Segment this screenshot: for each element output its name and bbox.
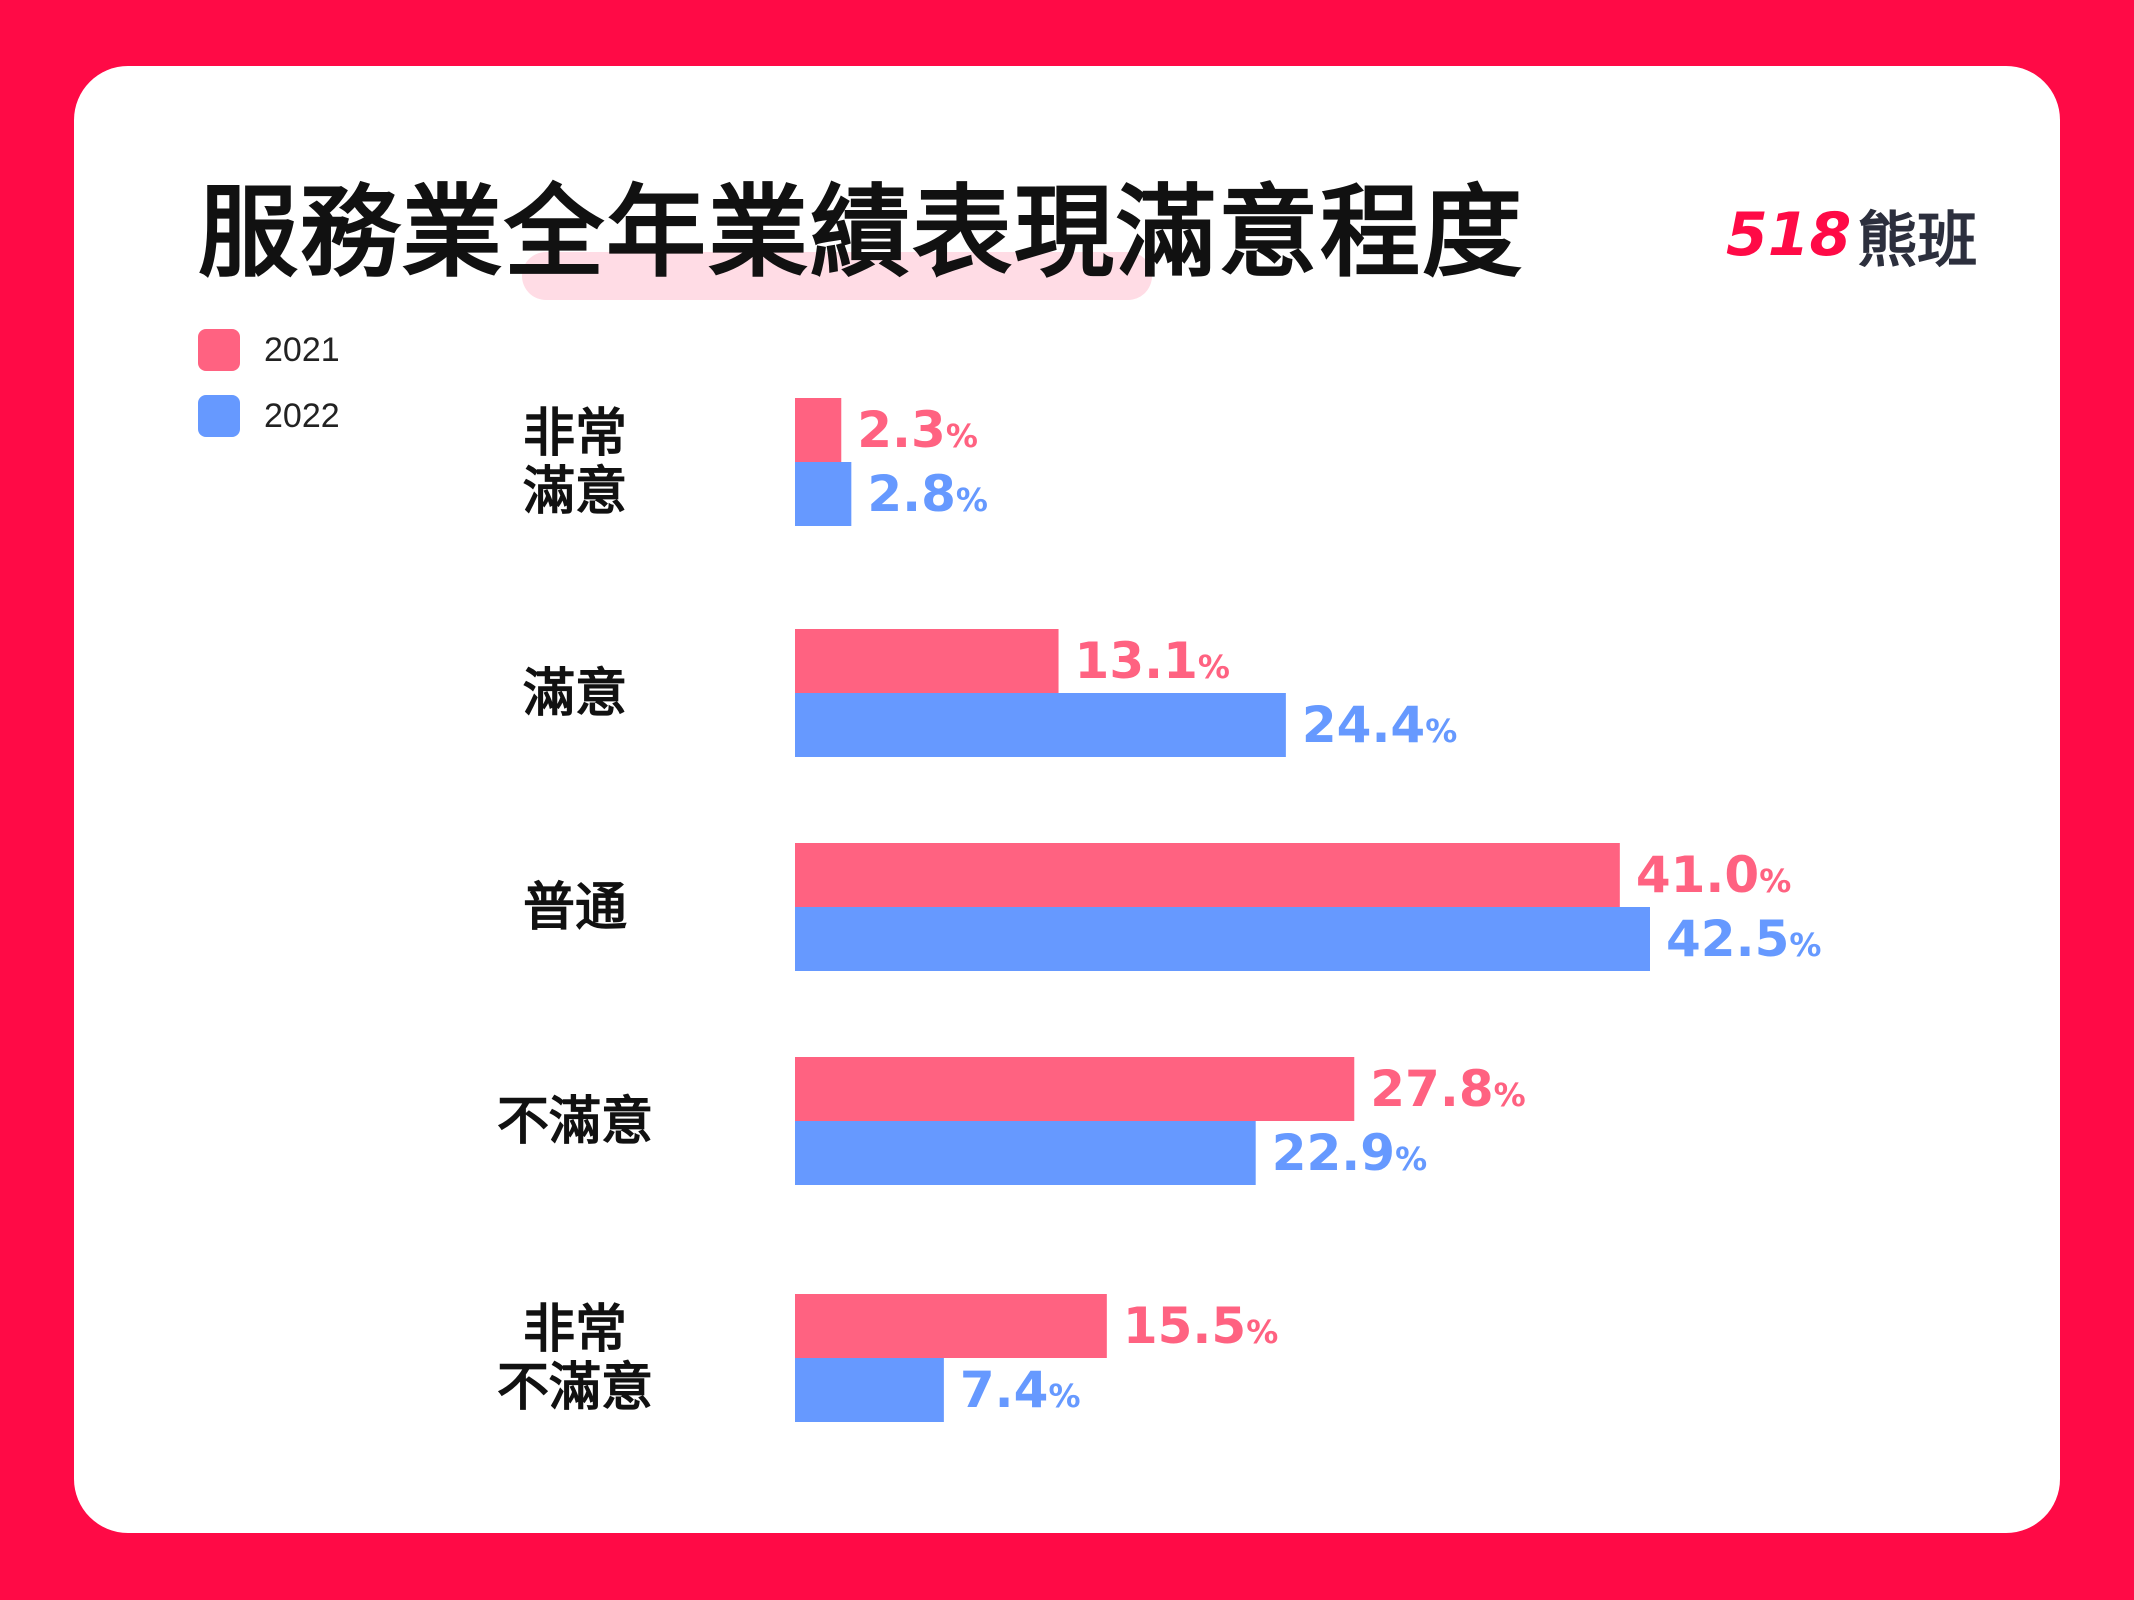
bar-2022 <box>795 462 852 526</box>
bar-2022 <box>795 1121 1256 1185</box>
bar-2022 <box>795 1358 944 1422</box>
bar-2021 <box>795 629 1059 693</box>
logo-number: 518 <box>1726 200 1852 270</box>
category-label: 不滿意 <box>497 1358 653 1418</box>
legend-label-2021: 2021 <box>264 330 340 369</box>
bar-2021 <box>795 1294 1107 1358</box>
data-label-2021: 13.1% <box>1075 632 1230 690</box>
category-label: 普通 <box>523 878 627 938</box>
data-label-2021: 41.0% <box>1636 846 1791 904</box>
legend-swatch-2022 <box>198 395 240 437</box>
legend-swatch-2021 <box>198 329 240 371</box>
bar-2022 <box>795 907 1650 971</box>
bar-2022 <box>795 693 1286 757</box>
bar-2021 <box>795 843 1620 907</box>
logo-name: 熊班 <box>1857 205 1978 276</box>
data-label-2021: 15.5% <box>1123 1297 1278 1355</box>
brand-logo: 518 熊班 <box>1726 200 1977 276</box>
title-highlight <box>522 252 1152 300</box>
data-label-2021: 2.3% <box>857 401 978 459</box>
legend-item-2022: 2022 <box>198 395 340 437</box>
chart-card <box>74 66 2060 1533</box>
chart-title: 服務業全年業績表現滿意程度 <box>198 174 1524 291</box>
data-label-2021: 27.8% <box>1370 1060 1525 1118</box>
legend-item-2021: 2021 <box>198 329 340 371</box>
data-label-2022: 7.4% <box>960 1361 1081 1419</box>
legend-label-2022: 2022 <box>264 396 340 435</box>
bar-2021 <box>795 1057 1355 1121</box>
data-label-2022: 24.4% <box>1302 696 1457 754</box>
category-label: 非常 <box>523 1300 627 1360</box>
bar-2021 <box>795 398 842 462</box>
data-label-2022: 2.8% <box>867 465 988 523</box>
legend: 2021 2022 <box>198 329 340 462</box>
category-label: 滿意 <box>523 462 627 522</box>
data-label-2022: 22.9% <box>1272 1124 1427 1182</box>
category-label: 非常 <box>523 404 627 464</box>
data-label-2022: 42.5% <box>1666 910 1821 968</box>
category-label: 不滿意 <box>497 1092 653 1152</box>
category-label: 滿意 <box>523 664 627 724</box>
